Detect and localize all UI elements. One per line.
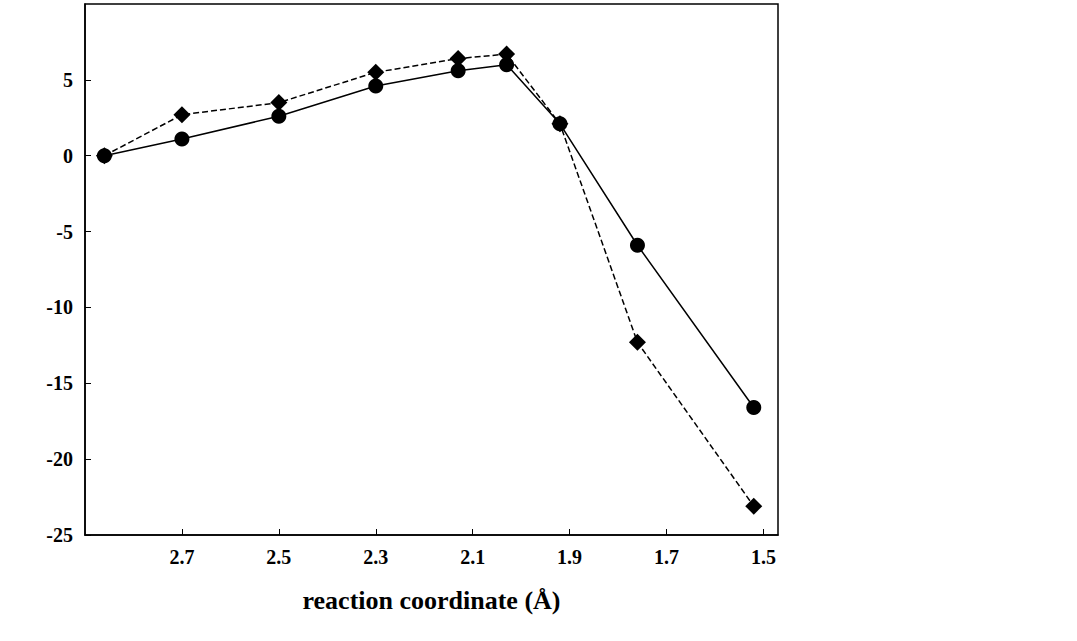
svg-text:1.5: 1.5 — [751, 546, 776, 568]
svg-text:2.3: 2.3 — [363, 546, 388, 568]
svg-text:-5: -5 — [56, 221, 73, 243]
svg-text:-15: -15 — [46, 372, 73, 394]
svg-text:2.7: 2.7 — [169, 546, 194, 568]
svg-text:-20: -20 — [46, 448, 73, 470]
svg-text:1.9: 1.9 — [557, 546, 582, 568]
svg-text:2.5: 2.5 — [266, 546, 291, 568]
svg-text:reaction coordinate (Å): reaction coordinate (Å) — [302, 586, 560, 615]
svg-text:1.7: 1.7 — [654, 546, 679, 568]
svg-text:5: 5 — [63, 69, 73, 91]
svg-text:-25: -25 — [46, 524, 73, 546]
svg-text:-10: -10 — [46, 296, 73, 318]
svg-text:2.1: 2.1 — [460, 546, 485, 568]
svg-text:0: 0 — [63, 145, 73, 167]
